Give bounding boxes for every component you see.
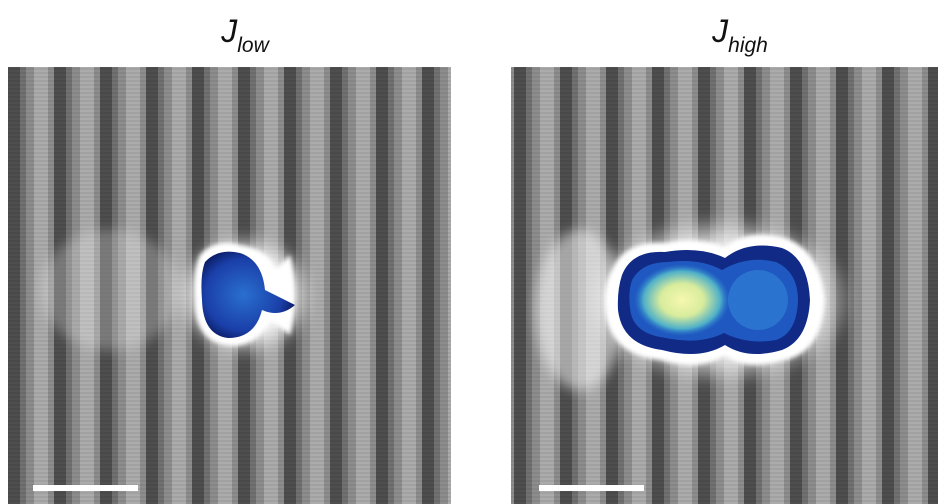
image-left xyxy=(8,67,451,504)
title-main: J xyxy=(711,13,729,49)
title-main: J xyxy=(220,13,238,49)
panel-title: Jlow xyxy=(220,13,270,57)
image-right xyxy=(511,67,938,504)
figure: Jlow Jhigh xyxy=(0,0,938,504)
title-subscript: low xyxy=(237,34,270,57)
panel-title: Jhigh xyxy=(711,13,768,57)
title-subscript: high xyxy=(728,34,768,57)
